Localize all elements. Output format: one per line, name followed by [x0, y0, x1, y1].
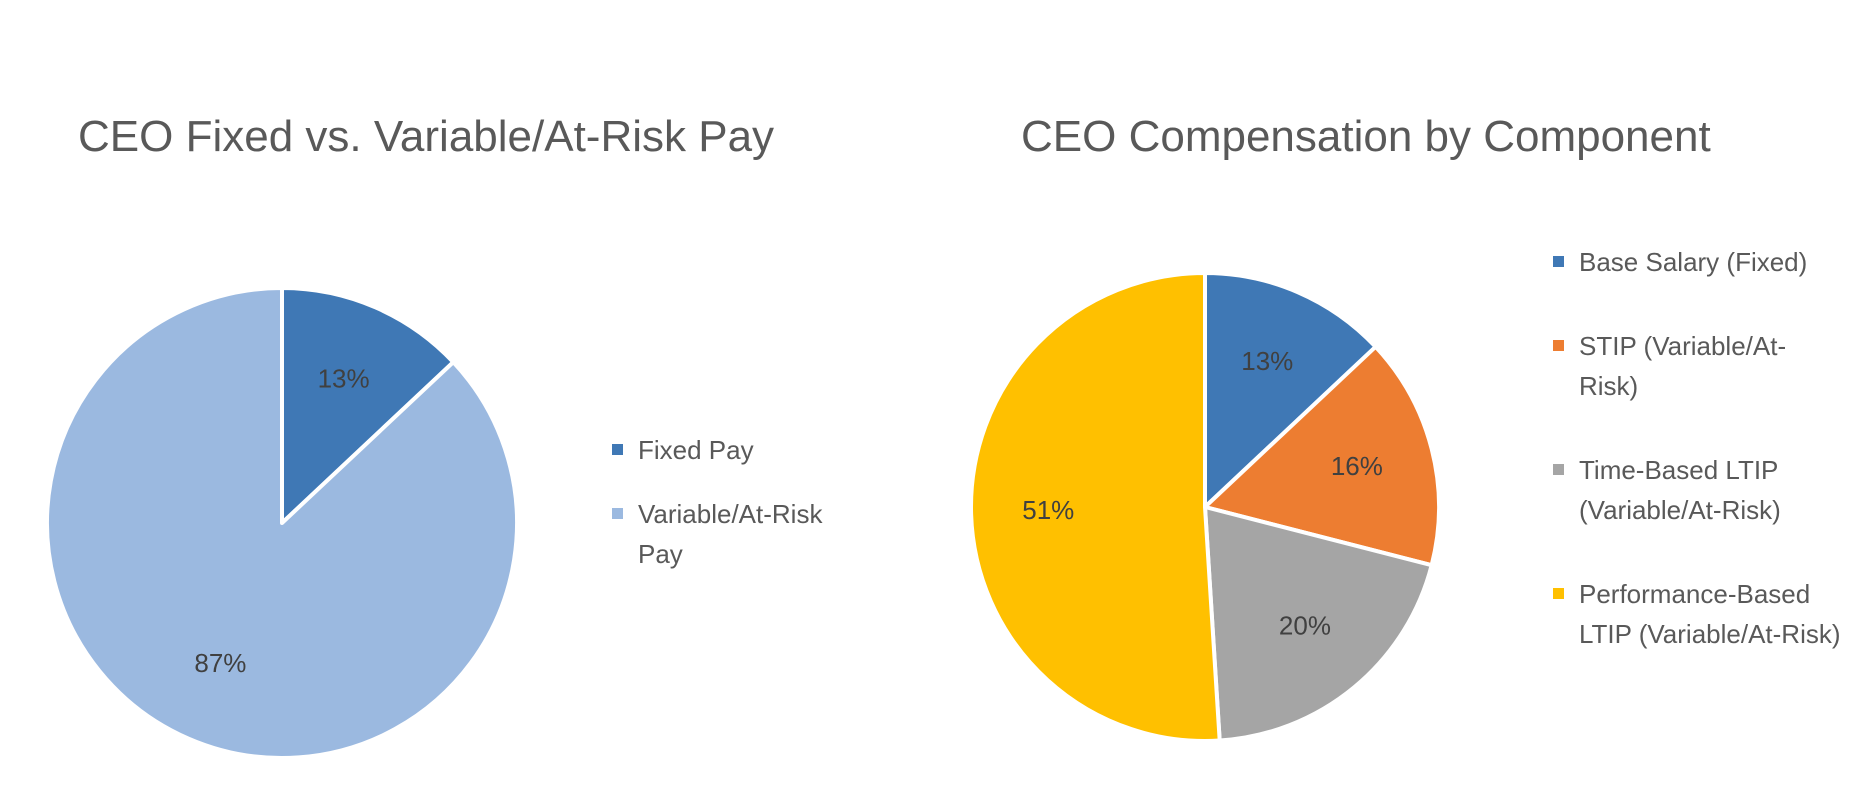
data-label-stip-variable-at-risk: 16% [1331, 451, 1383, 481]
legend-item-time-based-ltip-variable-at-risk: Time-Based LTIP (Variable/At-Risk) [1553, 450, 1843, 530]
pie-chart: 13% 87% [45, 286, 519, 760]
legend-swatch [1553, 340, 1564, 351]
compensation-by-component-chart: CEO Compensation by Component 13% 16% 20% 5… [920, 0, 1867, 791]
legend-swatch [612, 508, 623, 519]
pie-chart: 13% 16% 20% 51% [968, 271, 1441, 743]
data-label-performance-based-ltip-variable-at-risk: 51% [1022, 495, 1074, 525]
legend-item-fixed-pay: Fixed Pay [612, 430, 872, 470]
legend-item-performance-based-ltip-variable-at-risk: Performance-Based LTIP (Variable/At-Risk… [1553, 574, 1843, 654]
fixed-vs-variable-chart: CEO Fixed vs. Variable/At-Risk Pay 13% 87… [0, 0, 920, 791]
pie-slice-variable-at-risk-pay [45, 286, 519, 760]
legend-item-stip-variable-at-risk: STIP (Variable/At-Risk) [1553, 326, 1843, 406]
data-label-fixed-pay: 13% [318, 364, 370, 394]
legend-label: Fixed Pay [638, 435, 754, 465]
legend-swatch [1553, 588, 1564, 599]
pie-slice-base-salary-fixed [1203, 271, 1378, 509]
legend-swatch [612, 444, 623, 455]
chart-legend: Fixed Pay Variable/At-Risk Pay [612, 430, 872, 598]
chart-title: CEO Fixed vs. Variable/At-Risk Pay [78, 112, 775, 161]
legend-label: Performance-Based LTIP (Variable/At-Risk… [1579, 579, 1841, 649]
data-label-variable-at-risk-pay: 87% [194, 648, 246, 678]
chart-title: CEO Compensation by Component [1021, 112, 1711, 161]
legend-swatch [1553, 464, 1564, 475]
legend-item-variable-at-risk-pay: Variable/At-Risk Pay [612, 494, 872, 574]
legend-label: Variable/At-Risk Pay [638, 499, 823, 569]
chart-legend: Base Salary (Fixed) STIP (Variable/At-Ris… [1553, 242, 1843, 698]
legend-label: STIP (Variable/At-Risk) [1579, 331, 1787, 401]
legend-label: Time-Based LTIP (Variable/At-Risk) [1579, 455, 1781, 525]
pie-slice-time-based-ltip-variable-at-risk [1203, 505, 1434, 743]
legend-label: Base Salary (Fixed) [1579, 247, 1808, 277]
data-label-time-based-ltip-variable-at-risk: 20% [1279, 611, 1331, 641]
pie-slice-performance-based-ltip-variable-at-risk [968, 271, 1222, 743]
legend-swatch [1553, 256, 1564, 267]
legend-item-base-salary-fixed: Base Salary (Fixed) [1553, 242, 1843, 282]
data-label-base-salary-fixed: 13% [1241, 346, 1293, 376]
pie-slice-fixed-pay [280, 286, 456, 525]
pie-slice-stip-variable-at-risk [1203, 344, 1441, 568]
